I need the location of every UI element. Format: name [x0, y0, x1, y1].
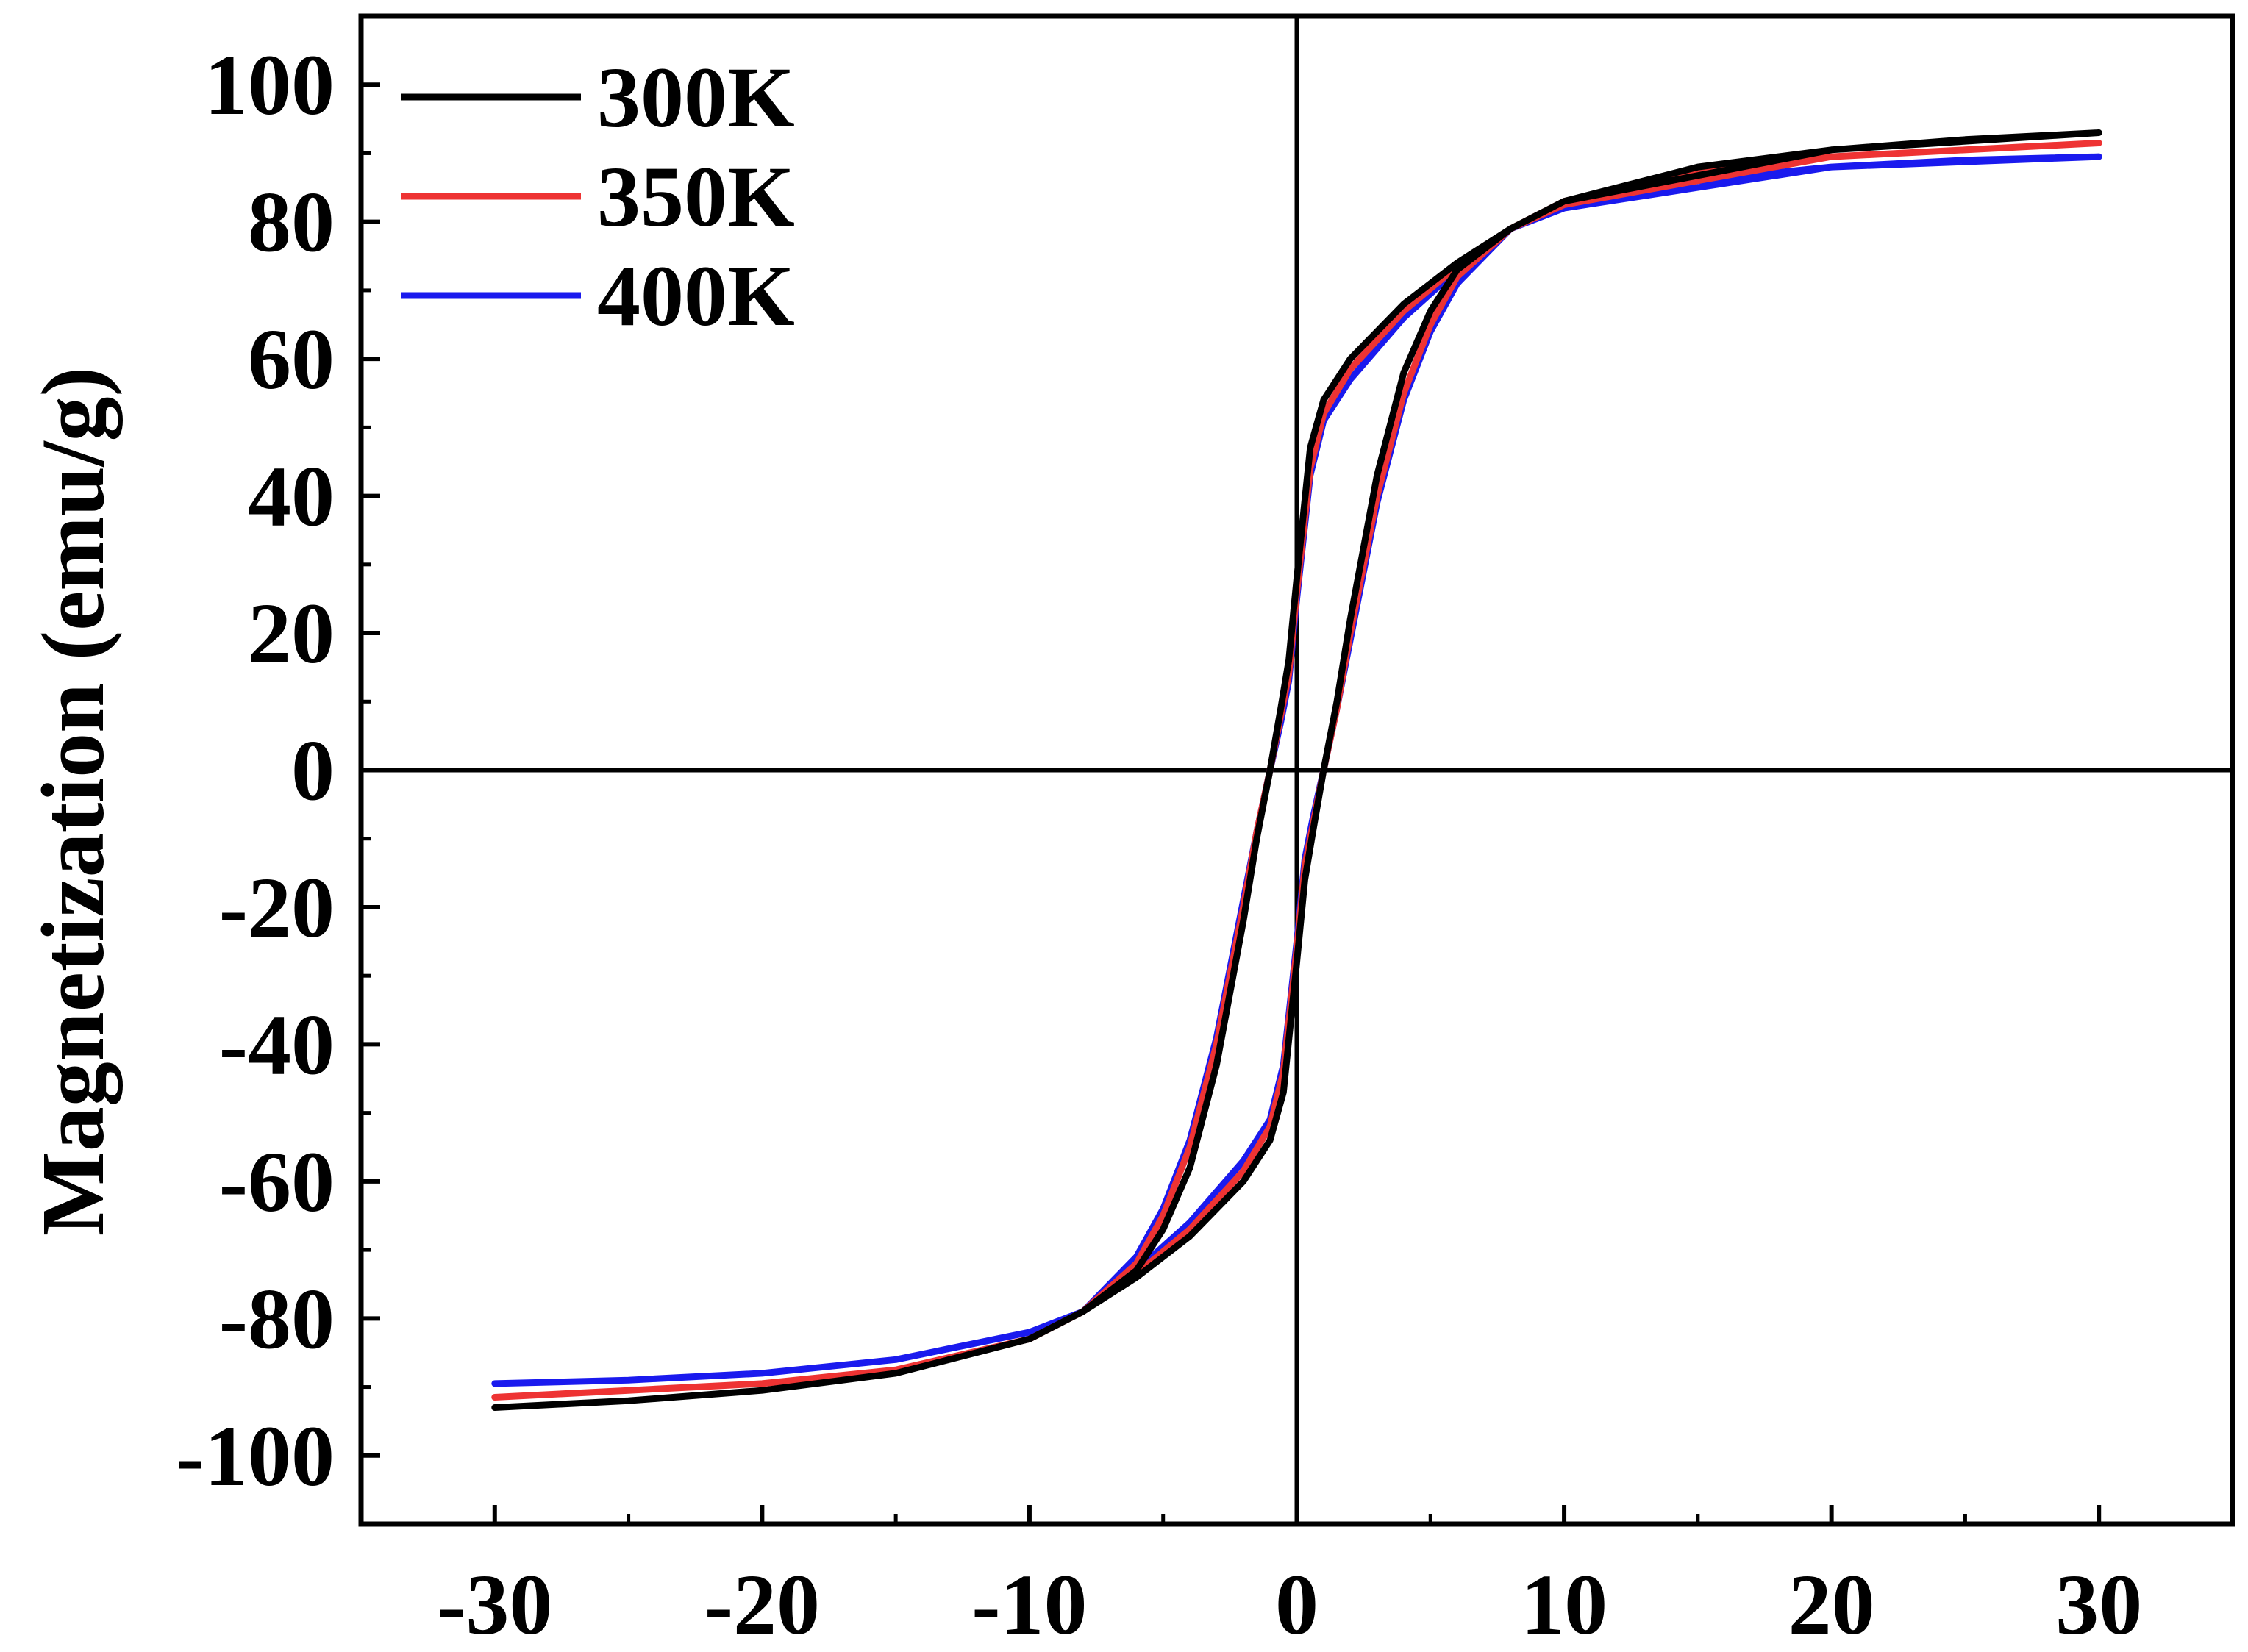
legend-label-400K: 400K — [597, 248, 795, 344]
zero-lines — [361, 16, 2233, 1524]
y-tick-label: 100 — [204, 37, 335, 133]
x-tick-label: 10 — [1521, 1556, 1608, 1652]
x-tick-label: -20 — [704, 1556, 820, 1652]
y-tick-label: -80 — [219, 1270, 335, 1367]
series-line-300K — [491, 129, 2102, 1411]
x-tick-label: 0 — [1275, 1556, 1319, 1652]
x-tick-label: -30 — [437, 1556, 552, 1652]
y-tick-label: 40 — [248, 448, 335, 545]
x-tick-label: -10 — [971, 1556, 1087, 1652]
y-tick-label: -60 — [219, 1134, 335, 1230]
x-axis-ticks: -30 -20 -10 0 10 20 30 — [437, 1505, 2142, 1652]
x-tick-label: 20 — [1788, 1556, 1875, 1652]
y-tick-label: -100 — [176, 1408, 335, 1504]
y-tick-label: 0 — [291, 723, 335, 819]
y-tick-label: -20 — [219, 859, 335, 956]
y-tick-label: 60 — [248, 311, 335, 407]
y-axis-ticks: -100 -80 -60 -40 -20 0 20 40 60 80 100 — [176, 37, 380, 1504]
y-axis-label: Magnetization (emu/g) — [24, 367, 123, 1236]
curves — [491, 129, 2102, 1411]
legend-label-350K: 350K — [597, 149, 795, 245]
y-tick-label: 80 — [248, 174, 335, 271]
y-tick-label: 20 — [248, 585, 335, 682]
legend-label-300K: 300K — [597, 49, 795, 146]
x-tick-label: 30 — [2055, 1556, 2142, 1652]
y-tick-label: -40 — [219, 996, 335, 1093]
